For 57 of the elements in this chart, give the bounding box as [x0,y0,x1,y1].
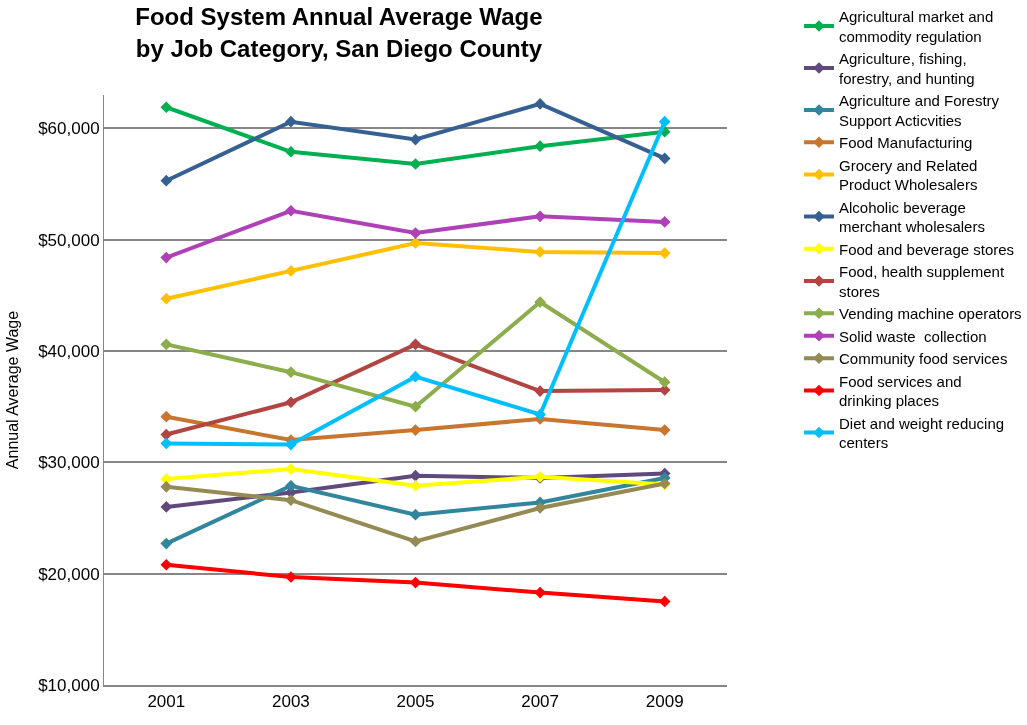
point [160,174,173,187]
point [409,535,422,548]
point [285,115,297,128]
x-tick-label: 2005 [396,692,435,712]
legend-label: Agriculture and Forestry Support Acticvities [839,92,1000,129]
point [658,152,671,165]
legend-label: Alcoholic beverage merchant wholesalers [839,198,985,236]
y-tick-label: $50,000 [38,230,100,250]
y-tick-label: $20,000 [38,564,100,584]
x-tick-label: 2001 [147,692,186,712]
legend-label: Community food services [839,350,1008,368]
point [160,251,173,264]
point [160,537,173,550]
x-tick-label: 2009 [645,692,684,712]
y-tick-label: $30,000 [38,453,100,473]
y-tick-label: $10,000 [38,675,100,695]
point [658,115,671,128]
chart-title: Food System Annual Average Wage by Job Category, San Diego County [135,3,543,62]
legend-label: Diet and weight reducing centers [839,414,1005,452]
point [285,438,297,451]
y-tick-label: $40,000 [38,341,100,361]
y-tick-label: $60,000 [38,119,100,139]
point [160,338,173,351]
point [285,494,297,507]
point [534,586,546,599]
legend-label: Solid waste collection [839,327,987,345]
legend-label: Food Manufacturing [839,134,973,152]
point [409,400,422,413]
point [160,410,173,423]
point [160,101,173,114]
point [534,140,546,153]
x-tick-label: 2003 [271,692,310,712]
point [409,227,422,239]
point [285,366,297,379]
point [658,376,671,389]
point [534,408,546,421]
legend-label: Agriculture, fishing, forestry, and hunting [839,50,975,87]
legend-label: Food, health supplement stores [839,263,1005,300]
point [534,210,546,223]
point [534,98,546,110]
legend-label: Vending machine operators [839,305,1022,323]
point [285,396,297,409]
point [409,370,422,383]
point [160,292,173,305]
point [409,133,422,146]
point [285,479,297,492]
legend-label: Food services and drinking places [839,372,962,410]
point [285,265,297,277]
point [409,158,422,170]
point [409,338,422,351]
legend-label: Grocery and Related Product Wholesalers [839,156,978,194]
point [285,204,297,217]
y-axis-title: Annual Average Wage [4,310,22,470]
legend-label: Food and beverage stores [839,240,1015,258]
x-tick-label: 2007 [521,692,560,712]
legend-label: Agricultural market and commodity regulation [839,8,994,45]
point [285,145,297,158]
